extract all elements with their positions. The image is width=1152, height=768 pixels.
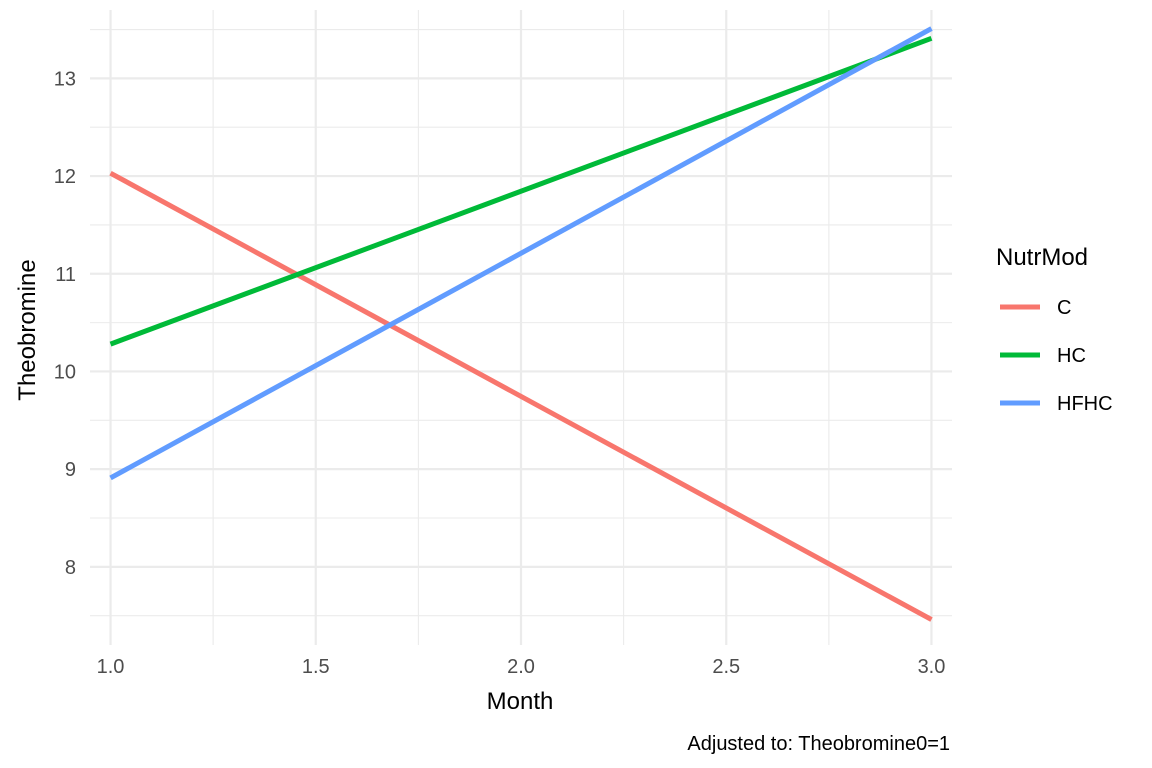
major-gridlines-x	[109, 10, 933, 645]
minor-gridlines-x	[212, 10, 830, 645]
x-tick-label: 1.0	[97, 656, 125, 678]
y-axis-tick-labels: 8 9 10 11 12 13	[54, 68, 76, 578]
y-tick-label: 13	[54, 68, 76, 90]
major-gridlines-y	[90, 77, 952, 568]
x-tick-label: 1.5	[302, 656, 330, 678]
series-line-hfhc	[109, 26, 933, 481]
legend-title: NutrMod	[996, 244, 1088, 271]
y-tick-label: 9	[65, 459, 76, 481]
y-tick-label: 8	[65, 557, 76, 579]
series-lines	[109, 26, 933, 622]
x-tick-label: 3.0	[918, 656, 946, 678]
y-axis-title: Theobromine	[14, 259, 41, 400]
legend-label-c: C	[1057, 297, 1071, 319]
x-tick-label: 2.5	[712, 656, 740, 678]
y-tick-label: 12	[54, 166, 76, 188]
legend-label-hfhc: HFHC	[1057, 393, 1113, 415]
x-axis-title: Month	[487, 688, 554, 715]
series-line-hc	[109, 35, 933, 347]
x-tick-label: 2.0	[507, 656, 535, 678]
y-tick-label: 10	[54, 361, 76, 383]
chart-caption: Adjusted to: Theobromine0=1	[687, 733, 950, 755]
x-axis-tick-labels: 1.0 1.5 2.0 2.5 3.0	[97, 656, 946, 678]
legend-label-hc: HC	[1057, 345, 1086, 367]
legend-items: C HC HFHC	[1000, 297, 1113, 415]
y-tick-label: 11	[55, 264, 76, 286]
legend: NutrMod C HC HFHC	[996, 244, 1113, 415]
series-line-c	[109, 170, 933, 622]
